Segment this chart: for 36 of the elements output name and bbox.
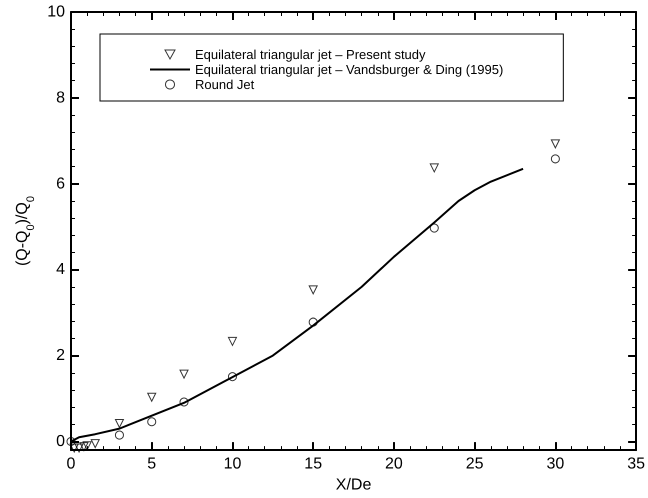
x-tick-label: 15 xyxy=(304,456,322,473)
legend-label: Equilateral triangular jet – Present study xyxy=(195,47,426,62)
point xyxy=(74,443,84,452)
point xyxy=(114,418,124,428)
y-tick-label: 2 xyxy=(56,347,66,364)
point xyxy=(308,285,318,294)
x-tick-label: 30 xyxy=(546,456,564,473)
point xyxy=(147,392,156,402)
x-axis-title: X/De xyxy=(336,476,372,494)
point xyxy=(430,163,439,172)
x-tick-label: 5 xyxy=(147,456,156,473)
x-tick-label: 20 xyxy=(385,456,403,473)
y-tick-label: 0 xyxy=(56,433,66,450)
point xyxy=(114,430,124,440)
point xyxy=(79,442,88,452)
point xyxy=(308,318,318,327)
legend-label: Round Jet xyxy=(195,77,255,92)
point xyxy=(550,139,560,148)
point xyxy=(180,370,189,379)
point xyxy=(180,397,189,406)
point xyxy=(550,154,560,164)
legend-label: Equilateral triangular jet – Vandsburger & Ding (1995) xyxy=(195,62,504,77)
y-axis-title: (Q-Q0)/Q0 xyxy=(14,196,37,266)
x-tick-label: 25 xyxy=(466,456,484,473)
x-tick-label: 35 xyxy=(627,456,646,473)
point xyxy=(228,372,237,382)
y-tick-label: 8 xyxy=(56,89,66,106)
point xyxy=(90,439,100,448)
point xyxy=(430,224,439,233)
point xyxy=(66,437,76,446)
point xyxy=(147,417,156,426)
point xyxy=(228,336,237,346)
y-tick-label: 6 xyxy=(56,175,66,192)
x-tick-label: 10 xyxy=(224,456,242,473)
y-tick-label: 10 xyxy=(47,4,66,20)
y-tick-label: 4 xyxy=(56,261,66,278)
